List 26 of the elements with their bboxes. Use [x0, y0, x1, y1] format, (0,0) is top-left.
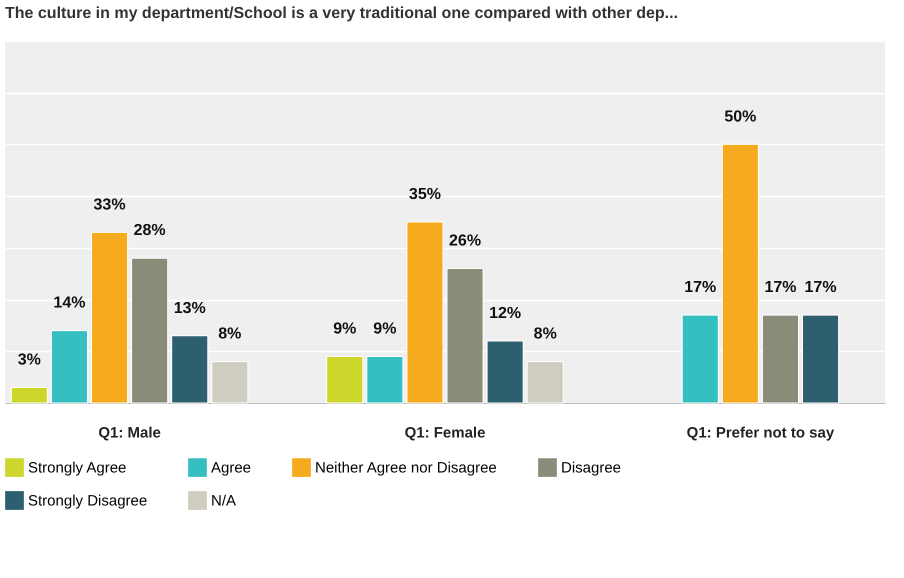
legend-label: N/A: [211, 492, 236, 510]
data-label: 17%: [684, 279, 716, 296]
data-label: 50%: [724, 108, 756, 126]
x-tick-label: Q1: Female: [404, 424, 486, 442]
data-label: 35%: [408, 186, 441, 203]
chart-title: The culture in my department/School is a very traditional one compared with other dep...: [5, 5, 678, 22]
data-label: 26%: [449, 232, 482, 250]
x-tick-label: Q1: Prefer not to say: [686, 424, 835, 442]
legend-label: Disagree: [561, 460, 622, 477]
data-label: 3%: [18, 351, 41, 368]
data-label: 33%: [94, 196, 126, 214]
data-label: 17%: [804, 279, 837, 296]
data-label: 28%: [134, 222, 166, 240]
data-label: 14%: [53, 294, 86, 312]
data-label: 13%: [174, 300, 206, 317]
data-label: 9%: [333, 320, 356, 338]
legend-label: Agree: [211, 460, 252, 477]
data-label: 12%: [489, 304, 522, 322]
data-label: 9%: [373, 320, 396, 338]
data-label: 8%: [534, 326, 557, 343]
legend-label: Strongly Disagree: [28, 492, 148, 510]
data-label: 8%: [218, 326, 242, 343]
data-label: 17%: [764, 279, 796, 296]
x-tick-label: Q1: Male: [98, 424, 161, 442]
legend-label: Neither Agree nor Disagree: [315, 460, 497, 477]
legend-label: Strongly Agree: [28, 460, 126, 477]
